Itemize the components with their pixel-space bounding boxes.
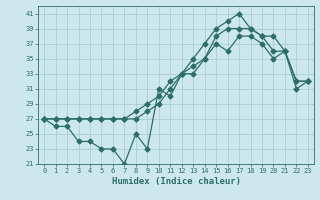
X-axis label: Humidex (Indice chaleur): Humidex (Indice chaleur) <box>111 177 241 186</box>
